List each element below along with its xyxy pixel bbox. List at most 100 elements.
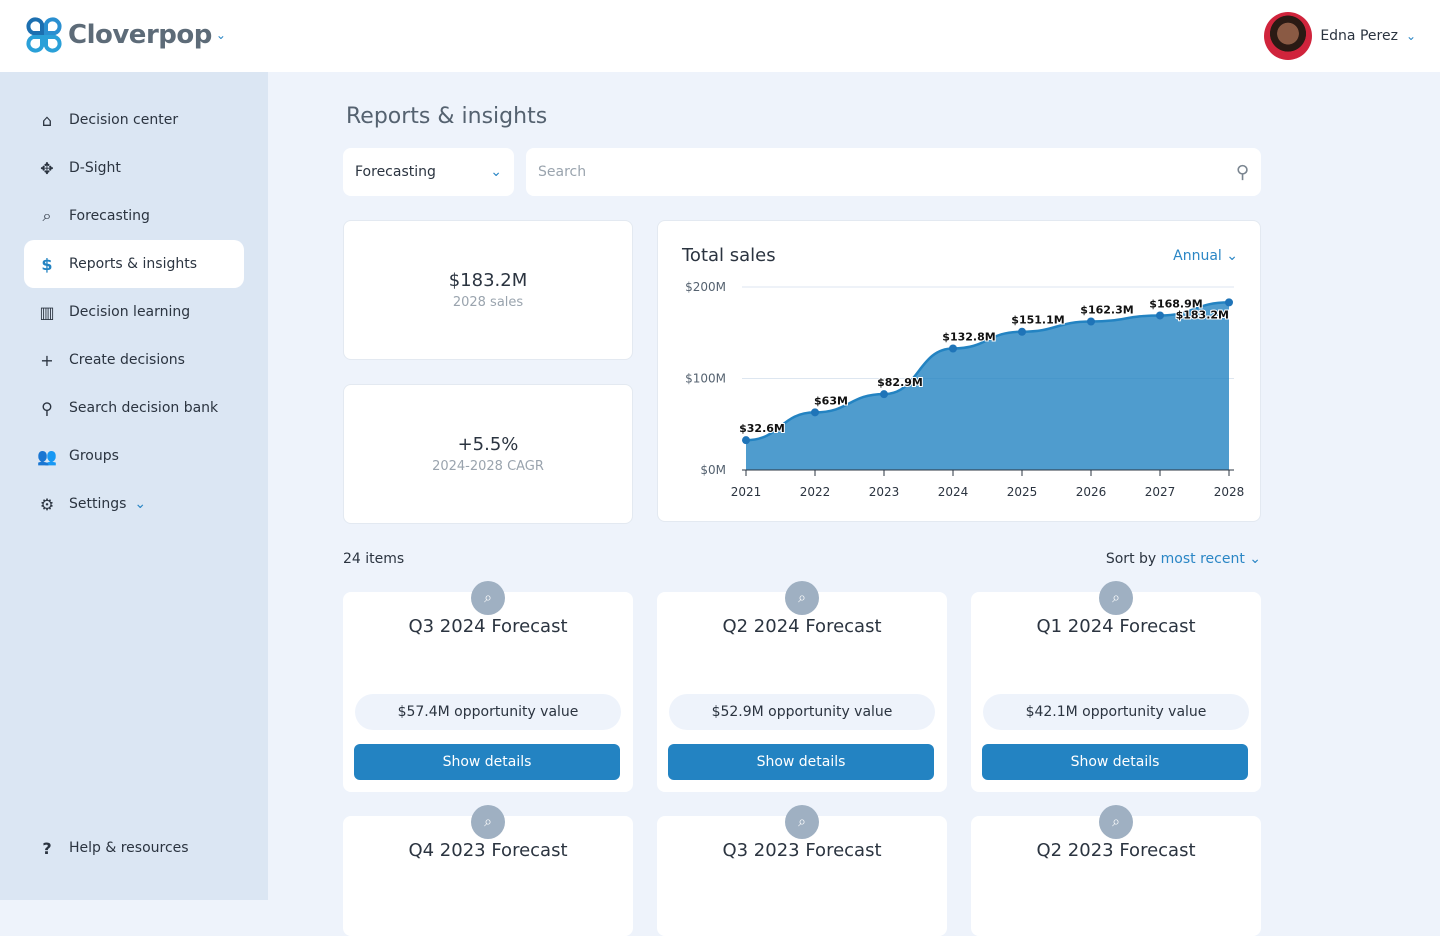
forecast-card: ⌕ Q2 2023 Forecast [971,805,1261,936]
chart-search-icon: ⌕ [785,581,819,615]
brand-name: Cloverpop [68,20,212,50]
kpi-label: 2028 sales [452,295,524,310]
chart-search-icon: ⌕ [1099,805,1133,839]
forecast-card: ⌕ Q4 2023 Forecast [343,805,633,936]
chart-search-icon: ⌕ [42,206,52,225]
x-tick-label: 2022 [800,485,831,499]
data-label: $82.9M [877,376,923,389]
sidebar-item-reports-insights[interactable]: $ Reports & insights [24,240,244,288]
search-placeholder: Search [538,164,587,180]
users-icon: 👥 [37,446,57,466]
chevron-down-icon: ⌄ [134,496,147,512]
y-tick-label: $200M [685,280,726,294]
data-point [949,344,957,353]
search-icon: ⚲ [41,398,53,418]
sales-line [745,301,1230,442]
opportunity-value: $42.1M opportunity value [983,694,1249,730]
forecast-card: ⌕ Q3 2024 Forecast $57.4M opportunity valu… [343,581,633,792]
bar-chart-icon: ▥ [39,302,55,322]
area-chart: $0M $100M $200M 2021 $32.6M 2022 $63M 2023 $82.9… [685,280,1244,499]
x-tick-label: 2026 [1076,485,1107,499]
opportunity-value: $57.4M opportunity value [355,694,621,730]
kpi-value: +5.5% [457,434,519,455]
x-tick-label: 2025 [1007,485,1038,499]
top-header: Cloverpop ⌄ Edna Perez ⌄ [0,0,1440,72]
dollar-search-icon: $ [41,254,53,274]
brand-logo[interactable]: Cloverpop ⌄ [24,15,226,55]
report-type-select[interactable]: Forecasting ⌄ [343,148,514,196]
chart-search-icon: ⌕ [1099,581,1133,615]
home-icon: ⌂ [41,110,53,130]
sidebar-item-forecasting[interactable]: ⌕ Forecasting [24,192,244,240]
sidebar-item-help[interactable]: ? Help & resources [24,824,244,872]
forecast-title: Q3 2024 Forecast [408,616,568,637]
data-point [811,408,819,417]
items-count: 24 items [343,551,405,567]
show-details-button[interactable]: Show details [982,744,1248,780]
kpi-value: $183.2M [448,270,528,291]
sidebar-item-create-decisions[interactable]: + Create decisions [24,336,244,384]
sidebar-item-d-sight[interactable]: ✥ D-Sight [24,144,244,192]
forecast-title: Q2 2023 Forecast [1036,840,1196,861]
page-title: Reports & insights [346,104,548,129]
y-tick-label: $100M [685,372,726,386]
sidebar-item-settings[interactable]: ⚙ Settings ⌄ [24,480,244,528]
chart-search-icon: ⌕ [471,581,505,615]
data-point [1156,311,1164,320]
data-label: $183.2M [1176,308,1229,321]
chevron-down-icon[interactable]: ⌄ [215,28,226,42]
forecast-card: ⌕ Q1 2024 Forecast $42.1M opportunity valu… [971,581,1261,792]
sidebar-item-label: Search decision bank [69,400,219,416]
data-label: $63M [814,394,848,407]
question-icon: ? [42,838,52,858]
sort-label: Sort by [1105,551,1157,567]
opportunity-value: $52.9M opportunity value [669,694,935,730]
forecast-card: ⌕ Q2 2024 Forecast $52.9M opportunity valu… [657,581,947,792]
x-tick-label: 2023 [869,485,900,499]
search-input[interactable]: Search ⚲ [526,148,1261,196]
sidebar-item-label: Create decisions [69,352,185,368]
show-details-button[interactable]: Show details [354,744,620,780]
user-name: Edna Perez [1320,28,1398,44]
search-icon[interactable]: ⚲ [1235,161,1249,183]
kpi-label: 2024-2028 CAGR [432,459,544,474]
data-label: $151.1M [1011,314,1064,327]
sidebar-item-label: D-Sight [69,160,121,176]
forecast-title: Q4 2023 Forecast [408,840,568,861]
show-details-button[interactable]: Show details [668,744,934,780]
period-value: Annual [1173,248,1222,264]
avatar[interactable] [1264,12,1313,60]
sidebar-item-decision-center[interactable]: ⌂ Decision center [24,96,244,144]
sort-select[interactable]: Sort by most recent ⌄ [1106,551,1261,567]
gear-icon: ⚙ [39,494,55,514]
chart-title: Total sales [682,245,776,266]
chevron-down-icon: ⌄ [490,164,502,180]
data-point [1018,327,1026,336]
sidebar-item-decision-learning[interactable]: ▥ Decision learning [24,288,244,336]
sidebar-item-label: Decision center [69,112,179,128]
y-tick-label: $0M [700,463,726,477]
x-tick-label: 2021 [731,485,762,499]
sidebar: ? Help & resources ⌂ Decision center ✥ D-Si… [0,72,268,900]
forecast-title: Q2 2024 Forecast [722,616,882,637]
total-sales-chart-card: Total sales Annual ⌄ $0M $100M $200M 2021 $3… [657,220,1261,522]
sidebar-item-label: Reports & insights [69,256,198,272]
clover-logo-icon [26,17,62,53]
sidebar-item-label: Forecasting [69,208,150,224]
period-select[interactable]: Annual ⌄ [1173,248,1238,264]
sidebar-item-label: Settings [69,496,127,512]
data-label: $162.3M [1080,303,1133,316]
data-point [1225,298,1233,307]
sidebar-item-groups[interactable]: 👥 Groups [24,432,244,480]
forecast-title: Q1 2024 Forecast [1036,616,1196,637]
sort-value: most recent [1160,551,1245,567]
plus-icon: + [40,350,54,370]
chart-search-icon: ⌕ [471,805,505,839]
user-menu[interactable]: Edna Perez ⌄ [1264,12,1416,60]
sidebar-item-label: Help & resources [69,840,189,856]
sidebar-item-search-decision-bank[interactable]: ⚲ Search decision bank [24,384,244,432]
data-point [880,390,888,399]
data-label: $168.9M [1149,297,1202,310]
chevron-down-icon: ⌄ [1226,248,1238,264]
puzzle-icon: ✥ [40,158,54,178]
